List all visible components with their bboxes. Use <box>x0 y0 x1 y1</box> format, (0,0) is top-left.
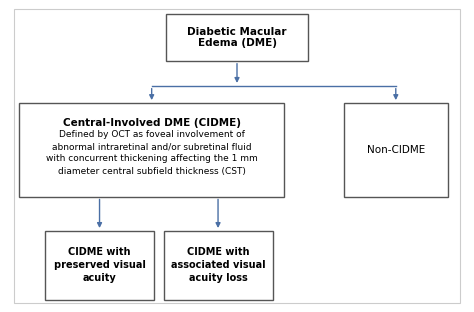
Text: CIDME with
associated visual
acuity loss: CIDME with associated visual acuity loss <box>171 247 265 283</box>
Text: Diabetic Macular
Edema (DME): Diabetic Macular Edema (DME) <box>187 27 287 48</box>
Bar <box>19 103 284 197</box>
Text: Non-CIDME: Non-CIDME <box>367 145 425 155</box>
Bar <box>166 14 308 61</box>
Text: Defined by OCT as foveal involvement of
abnormal intraretinal and/or subretinal : Defined by OCT as foveal involvement of … <box>46 130 257 176</box>
Bar <box>45 231 154 300</box>
Text: Central-Involved DME (CIDME): Central-Involved DME (CIDME) <box>63 118 241 128</box>
Bar <box>344 103 448 197</box>
Bar <box>164 231 273 300</box>
Text: CIDME with
preserved visual
acuity: CIDME with preserved visual acuity <box>54 247 146 283</box>
